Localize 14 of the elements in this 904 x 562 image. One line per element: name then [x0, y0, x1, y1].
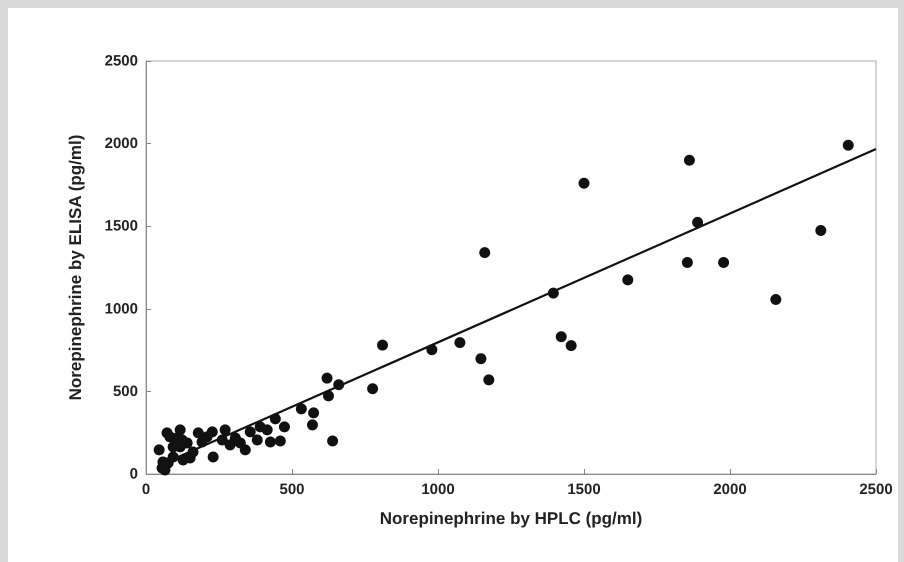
x-tick-label: 1000: [421, 481, 455, 498]
x-tick-label: 1500: [567, 481, 601, 498]
y-tick-label: 1500: [104, 218, 138, 235]
y-tick-label: 1000: [104, 300, 138, 318]
x-tick-label: 2000: [713, 481, 747, 498]
y-tick-label: 500: [112, 382, 138, 400]
y-tick-label: 2000: [104, 135, 138, 152]
x-tick-label: 2500: [859, 481, 893, 498]
x-tick-label: 500: [279, 481, 305, 498]
y-tick-label: 2500: [104, 52, 138, 70]
x-tick-label: 0: [142, 481, 150, 498]
y-tick-label: 0: [130, 466, 138, 482]
x-axis-title: Norepinephrine by HPLC (pg/ml): [380, 509, 642, 528]
y-axis-title: Norepinephrine by ELISA (pg/ml): [66, 134, 85, 400]
